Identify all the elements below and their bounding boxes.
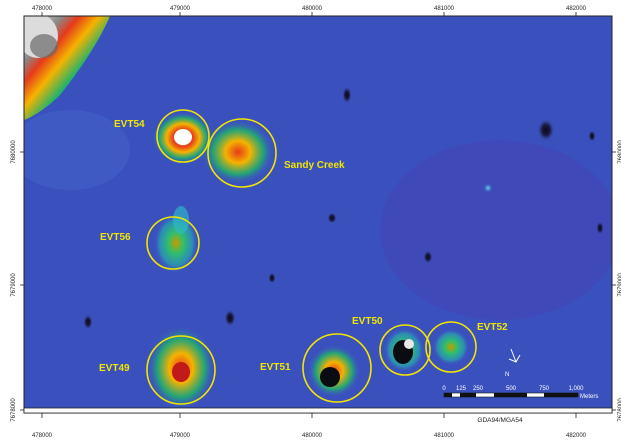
- target-circle-evt50[interactable]: [379, 324, 431, 376]
- x-tick-bottom-482000: 482000: [566, 433, 587, 439]
- target-circle-sandy-creek[interactable]: [207, 118, 277, 188]
- x-tick-top-479000: 479000: [170, 6, 191, 12]
- y-tick-right-7678000: 7678000: [618, 398, 621, 422]
- x-tick-bottom-480000: 480000: [302, 433, 323, 439]
- x-tick-top-481000: 481000: [434, 6, 455, 12]
- y-tick-right-7680000: 7680000: [618, 140, 621, 164]
- north-label: N: [505, 372, 509, 378]
- scale-tick-0: 0: [442, 386, 446, 392]
- x-tick-top-480000: 480000: [302, 6, 323, 12]
- scale-bar: [443, 392, 579, 398]
- label-evt50: EVT50: [352, 316, 383, 327]
- target-circle-evt51[interactable]: [302, 333, 372, 403]
- y-tick-left-7678000: 7678000: [11, 398, 17, 422]
- label-sandy-creek: Sandy Creek: [284, 160, 345, 171]
- label-evt51: EVT51: [260, 362, 291, 373]
- scale-tick-125: 125: [456, 386, 467, 392]
- scale-tick-250: 250: [473, 386, 484, 392]
- north-arrow-icon: [508, 348, 521, 363]
- target-circle-evt49[interactable]: [146, 335, 216, 405]
- label-evt49: EVT49: [99, 363, 130, 374]
- y-tick-left-7679000: 7679000: [11, 273, 17, 297]
- target-circle-evt52[interactable]: [425, 321, 477, 373]
- magnetic-raster: [24, 16, 612, 413]
- target-circle-evt56[interactable]: [146, 216, 200, 270]
- scale-tick-500: 500: [506, 386, 517, 392]
- scale-tick-1000: 1,000: [568, 386, 584, 392]
- projection-label: GDA94/MGA54: [477, 417, 523, 424]
- label-evt56: EVT56: [100, 232, 131, 243]
- scale-tick-750: 750: [539, 386, 550, 392]
- label-evt54: EVT54: [114, 119, 145, 130]
- scale-unit: Meters: [580, 394, 598, 400]
- y-tick-left-7680000: 7680000: [11, 140, 17, 164]
- target-circle-evt54[interactable]: [156, 109, 210, 163]
- x-tick-top-482000: 482000: [566, 6, 587, 12]
- bottom-strip: [23, 407, 613, 414]
- x-tick-bottom-479000: 479000: [170, 433, 191, 439]
- label-evt52: EVT52: [477, 322, 508, 333]
- x-tick-top-478000: 478000: [32, 6, 53, 12]
- x-tick-bottom-478000: 478000: [32, 433, 53, 439]
- x-tick-marks: [20, 12, 616, 418]
- y-tick-right-7679000: 7679000: [618, 273, 621, 297]
- x-tick-bottom-481000: 481000: [434, 433, 455, 439]
